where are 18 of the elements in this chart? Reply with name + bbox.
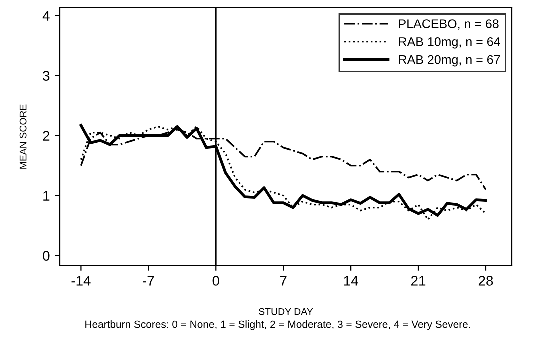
x-tick-label: -7 xyxy=(143,276,154,286)
y-tick-label: 4 xyxy=(42,11,50,21)
x-tick-label: 21 xyxy=(411,276,426,286)
x-tick-label: 7 xyxy=(280,276,287,286)
legend-label: RAB 20mg, n = 67 xyxy=(399,55,500,67)
y-tick-label: 1 xyxy=(44,191,50,201)
y-tick-label: 0 xyxy=(43,251,50,261)
y-tick-label: 3 xyxy=(43,71,50,81)
x-axis-title: STUDY DAY xyxy=(259,308,314,316)
legend-label: RAB 10mg, n = 64 xyxy=(399,37,500,49)
x-tick-label: 0 xyxy=(212,276,220,286)
x-tick-label: -14 xyxy=(72,276,91,286)
y-axis-title: MEAN SCORE xyxy=(20,104,27,169)
x-tick-label: 14 xyxy=(344,276,358,286)
text: Heartburn Scores: 0 = None, 1 = Slight, 2 = Moderate, 3 = Severe, 4 = Very Severe. xyxy=(86,320,470,330)
x-tick-label: 28 xyxy=(478,276,494,286)
y-tick-label: 2 xyxy=(43,131,50,141)
legend-label: PLACEBO, n = 68 xyxy=(399,20,499,30)
